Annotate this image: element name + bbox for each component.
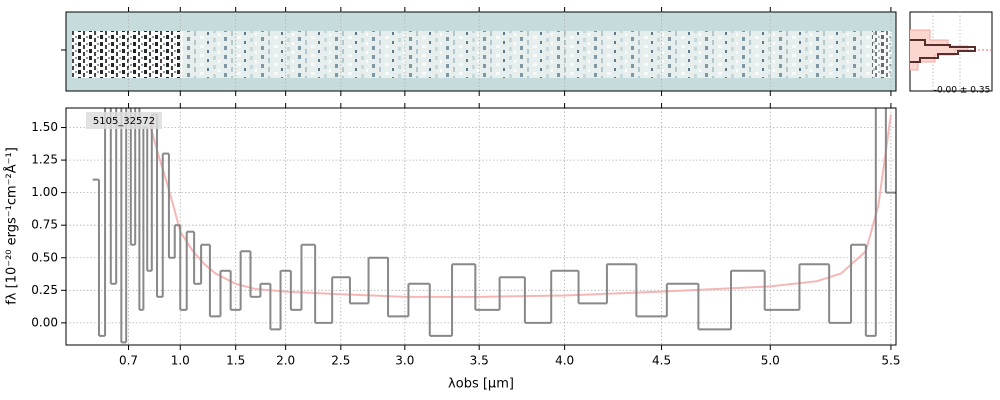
x-tick-label: 0.7 [119, 354, 138, 368]
histogram-data [910, 39, 976, 63]
x-tick-label: 3.5 [470, 354, 489, 368]
spectrum-2d-image-red-end [872, 31, 892, 78]
x-axis-label: λobs [μm] [448, 377, 514, 392]
x-tick-label: 1.5 [226, 354, 245, 368]
x-tick-label: 4.5 [652, 354, 671, 368]
spectrum-step-connectors [97, 108, 887, 343]
plot-area [66, 108, 896, 345]
histogram-annotation: -0.00 ± 0.35 [934, 86, 991, 96]
object-id: 5105_32572 [93, 116, 155, 127]
y-tick-label: 1.50 [31, 120, 58, 134]
y-tick-label: 0.75 [31, 218, 58, 232]
spectrum-2d-image-blue-end [72, 31, 182, 78]
y-tick-label: 0.50 [31, 250, 58, 264]
x-tick-label: 4.0 [555, 354, 574, 368]
x-tick-label: 5.5 [881, 354, 900, 368]
plot-frame [65, 107, 897, 346]
x-tick-label: 2.0 [276, 354, 295, 368]
annotation-box [86, 112, 162, 129]
x-tick-label: 2.5 [331, 354, 350, 368]
y-tick-label: 0.25 [31, 283, 58, 297]
spectrum-2d-image [72, 31, 892, 78]
x-tick-label: 3.0 [395, 354, 414, 368]
x-tick-label: 1.0 [171, 354, 190, 368]
y-tick-label: 0.00 [31, 315, 58, 329]
y-tick-label: 1.00 [31, 185, 58, 199]
y-tick-label: 1.25 [31, 153, 58, 167]
x-tick-label: 5.0 [761, 354, 780, 368]
y-axis-label: fλ [10⁻²⁰ ergs⁻¹cm⁻²Å⁻¹] [4, 147, 20, 305]
